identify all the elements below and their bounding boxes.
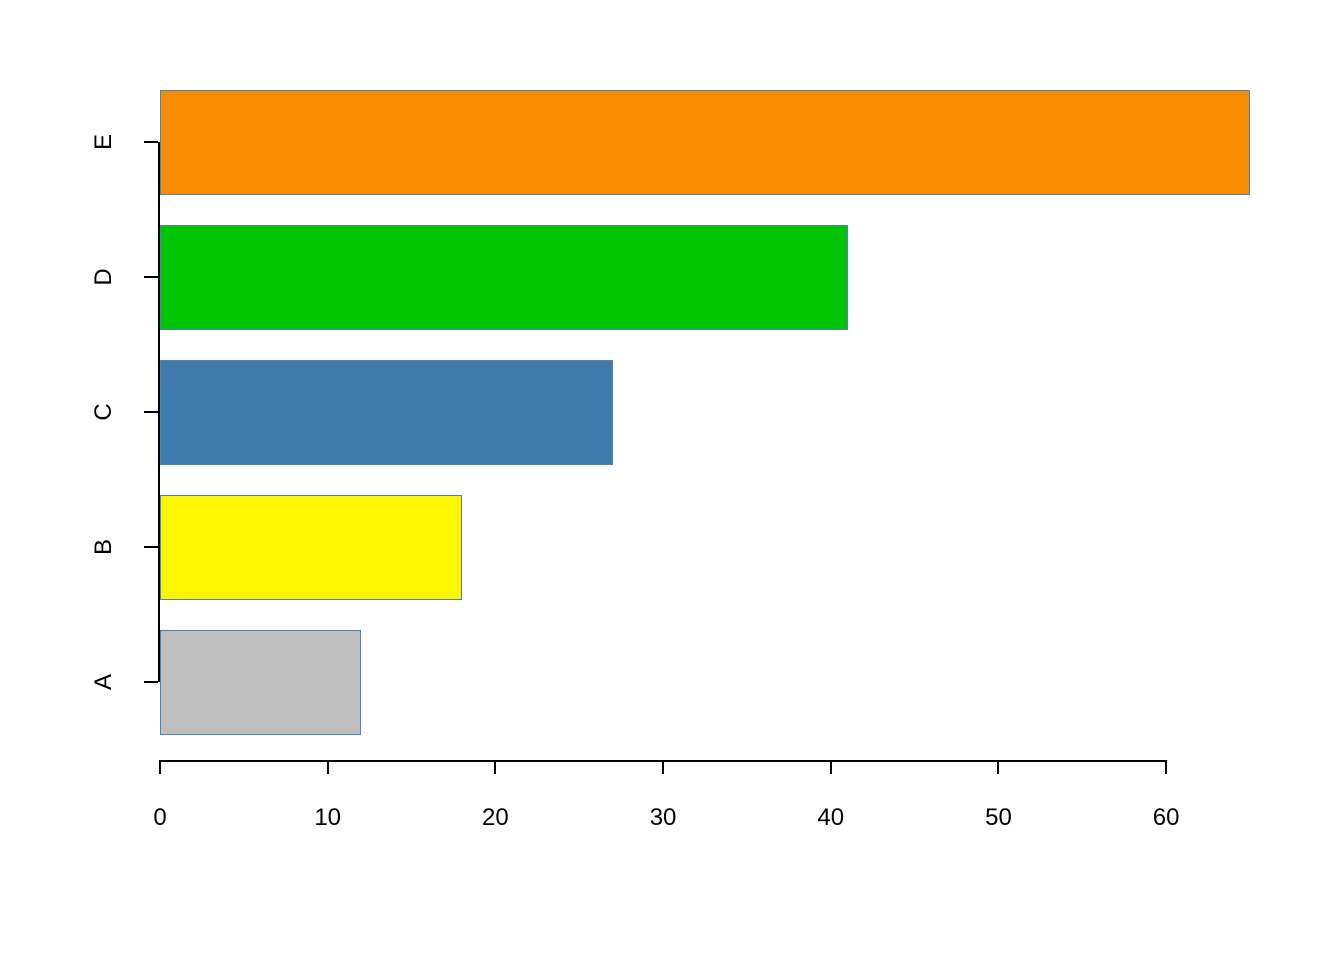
x-tick <box>159 760 161 774</box>
x-tick-label: 30 <box>650 804 677 832</box>
y-tick-label: E <box>90 134 118 150</box>
y-tick <box>144 276 158 278</box>
y-tick-label: D <box>90 269 118 286</box>
bar-C <box>160 360 613 465</box>
bar-chart: 0 10 20 30 40 50 60 A B C D E <box>0 0 1344 960</box>
bar-D <box>160 225 848 330</box>
y-tick-label: B <box>90 539 118 555</box>
x-tick <box>1165 760 1167 774</box>
y-tick-label: A <box>90 674 118 690</box>
y-axis-line <box>158 142 160 682</box>
bar-E <box>160 90 1250 195</box>
x-tick-label: 60 <box>1153 804 1180 832</box>
x-tick <box>830 760 832 774</box>
x-tick <box>494 760 496 774</box>
y-tick <box>144 681 158 683</box>
y-tick <box>144 141 158 143</box>
x-tick-label: 10 <box>314 804 341 832</box>
x-tick-label: 20 <box>482 804 509 832</box>
y-tick-label: C <box>90 404 118 421</box>
plot-area <box>160 60 1250 760</box>
y-tick <box>144 546 158 548</box>
x-tick-label: 50 <box>985 804 1012 832</box>
bar-A <box>160 630 361 735</box>
x-tick <box>997 760 999 774</box>
y-tick <box>144 411 158 413</box>
x-tick <box>327 760 329 774</box>
x-tick <box>662 760 664 774</box>
x-tick-label: 0 <box>153 804 166 832</box>
x-tick-label: 40 <box>817 804 844 832</box>
bar-B <box>160 495 462 600</box>
